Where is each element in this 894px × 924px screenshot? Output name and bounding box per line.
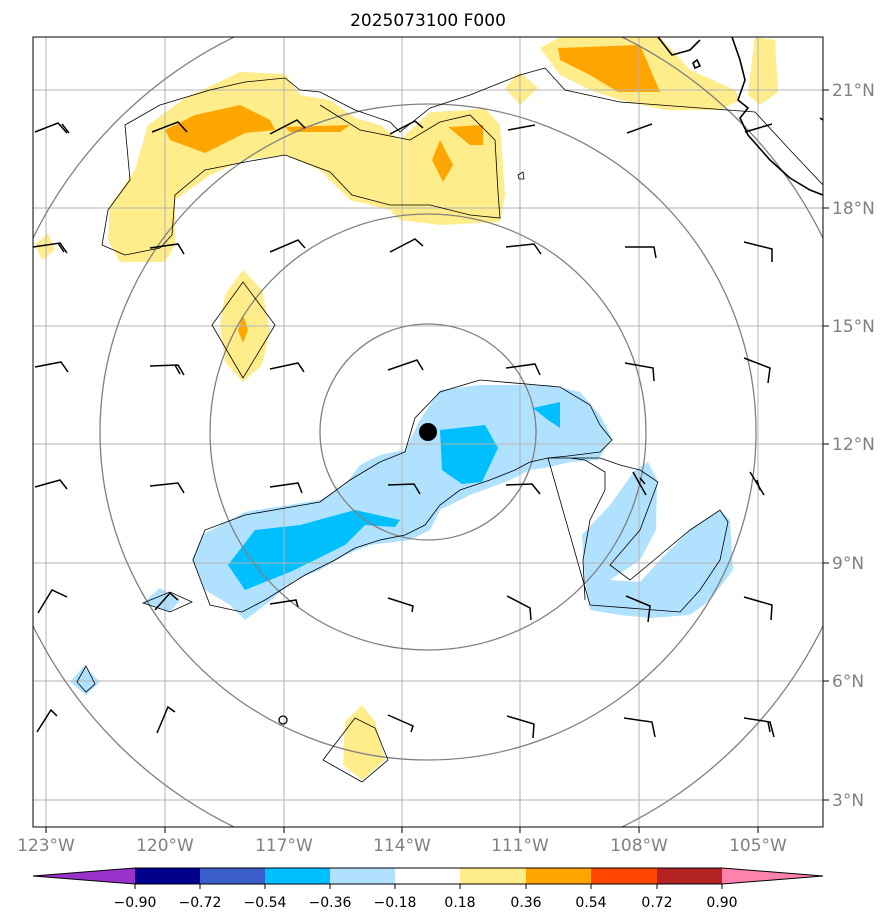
blue-fill-patch-3 xyxy=(228,510,400,590)
storm-center-marker xyxy=(419,423,437,441)
range-rings xyxy=(33,37,823,827)
colorbar-tick-label: 0.18 xyxy=(444,895,475,911)
light-blue-fill-east xyxy=(582,462,733,618)
blue-fill-patch-2 xyxy=(533,402,560,428)
lon-label: 111°W xyxy=(491,836,549,856)
colorbar-tick-label: 0.36 xyxy=(510,895,541,911)
coastline xyxy=(657,37,823,196)
figure-title: 2025073100 F000 xyxy=(350,11,506,31)
colorbar-extend-high xyxy=(722,868,823,884)
lat-label: 15°N xyxy=(832,317,875,337)
contour-east-negative xyxy=(547,457,729,613)
orange-fill-patch-3 xyxy=(448,125,483,145)
yellow-fill-patch-diamond xyxy=(505,72,538,105)
colorbar-segment xyxy=(526,868,591,884)
orange-fill-patch-5 xyxy=(558,45,660,92)
colorbar-tick-label: −0.54 xyxy=(244,895,287,911)
lon-label: 114°W xyxy=(373,836,431,856)
colorbar-segment xyxy=(330,868,395,884)
contour-lines xyxy=(76,67,823,783)
orange-fill-patch-1 xyxy=(165,105,275,153)
lat-label: 18°N xyxy=(832,199,875,219)
contour-north xyxy=(101,67,546,256)
contour-central-diamond xyxy=(211,281,276,379)
colorbar-segment xyxy=(591,868,657,884)
colorbar-tick-label: −0.90 xyxy=(114,895,157,911)
contour-south xyxy=(322,717,389,783)
coastline-mainland xyxy=(657,37,823,196)
colorbar-labels: −0.90 −0.72 −0.54 −0.36 −0.18 0.18 0.36 0.54 0.7… xyxy=(114,884,738,911)
colorbar-segment xyxy=(200,868,265,884)
calm-wind-circle xyxy=(278,715,288,725)
lon-label: 108°W xyxy=(610,836,668,856)
wind-barbs xyxy=(33,119,775,739)
graticule xyxy=(33,37,823,827)
longitude-labels: 123°W 120°W 117°W 114°W 111°W 108°W 105°W xyxy=(17,827,787,856)
contour-far-southwest xyxy=(76,665,96,693)
lat-label: 21°N xyxy=(832,81,875,101)
latitude-labels: 21°N 18°N 15°N 12°N 9°N 6°N 3°N xyxy=(823,81,875,811)
map-area xyxy=(33,37,823,827)
contour-main-negative xyxy=(192,379,613,613)
yellow-fill-patch-coast xyxy=(748,37,778,105)
blue-fill-patch-1 xyxy=(440,425,498,484)
colorbar-tick-label: −0.36 xyxy=(309,895,352,911)
colorbar-segment xyxy=(395,868,460,884)
lon-label: 120°W xyxy=(136,836,194,856)
yellow-fill-patch-south xyxy=(343,705,385,780)
colorbar-segment xyxy=(135,868,200,884)
colorbar-tick-label: 0.72 xyxy=(641,895,672,911)
orange-fill-patch-4 xyxy=(432,140,453,182)
lon-label: 105°W xyxy=(729,836,787,856)
colorbar-extend-low xyxy=(33,868,135,884)
lon-label: 123°W xyxy=(17,836,75,856)
contour-northeast xyxy=(544,67,823,186)
contour-southwest-small xyxy=(141,591,193,613)
colorbar-segment xyxy=(657,868,722,884)
lat-label: 3°N xyxy=(832,791,864,811)
lat-label: 12°N xyxy=(832,435,875,455)
lat-label: 6°N xyxy=(832,672,864,692)
colorbar-segment xyxy=(265,868,330,884)
colorbar xyxy=(32,867,824,885)
contour-small-loop xyxy=(517,171,525,180)
orange-fill-patch-6 xyxy=(238,315,248,343)
plot-frame xyxy=(32,36,824,828)
lon-label: 117°W xyxy=(255,836,313,856)
lat-label: 9°N xyxy=(832,554,864,574)
colorbar-tick-label: 0.90 xyxy=(706,895,737,911)
colorbar-segment xyxy=(460,868,526,884)
orange-fill-patch-2 xyxy=(285,125,350,132)
colorbar-tick-label: −0.72 xyxy=(179,895,222,911)
colorbar-tick-label: −0.18 xyxy=(374,895,417,911)
colorbar-tick-label: 0.54 xyxy=(575,895,606,911)
yellow-fill-patch-west xyxy=(35,233,55,260)
coastline-small-island xyxy=(692,58,702,70)
